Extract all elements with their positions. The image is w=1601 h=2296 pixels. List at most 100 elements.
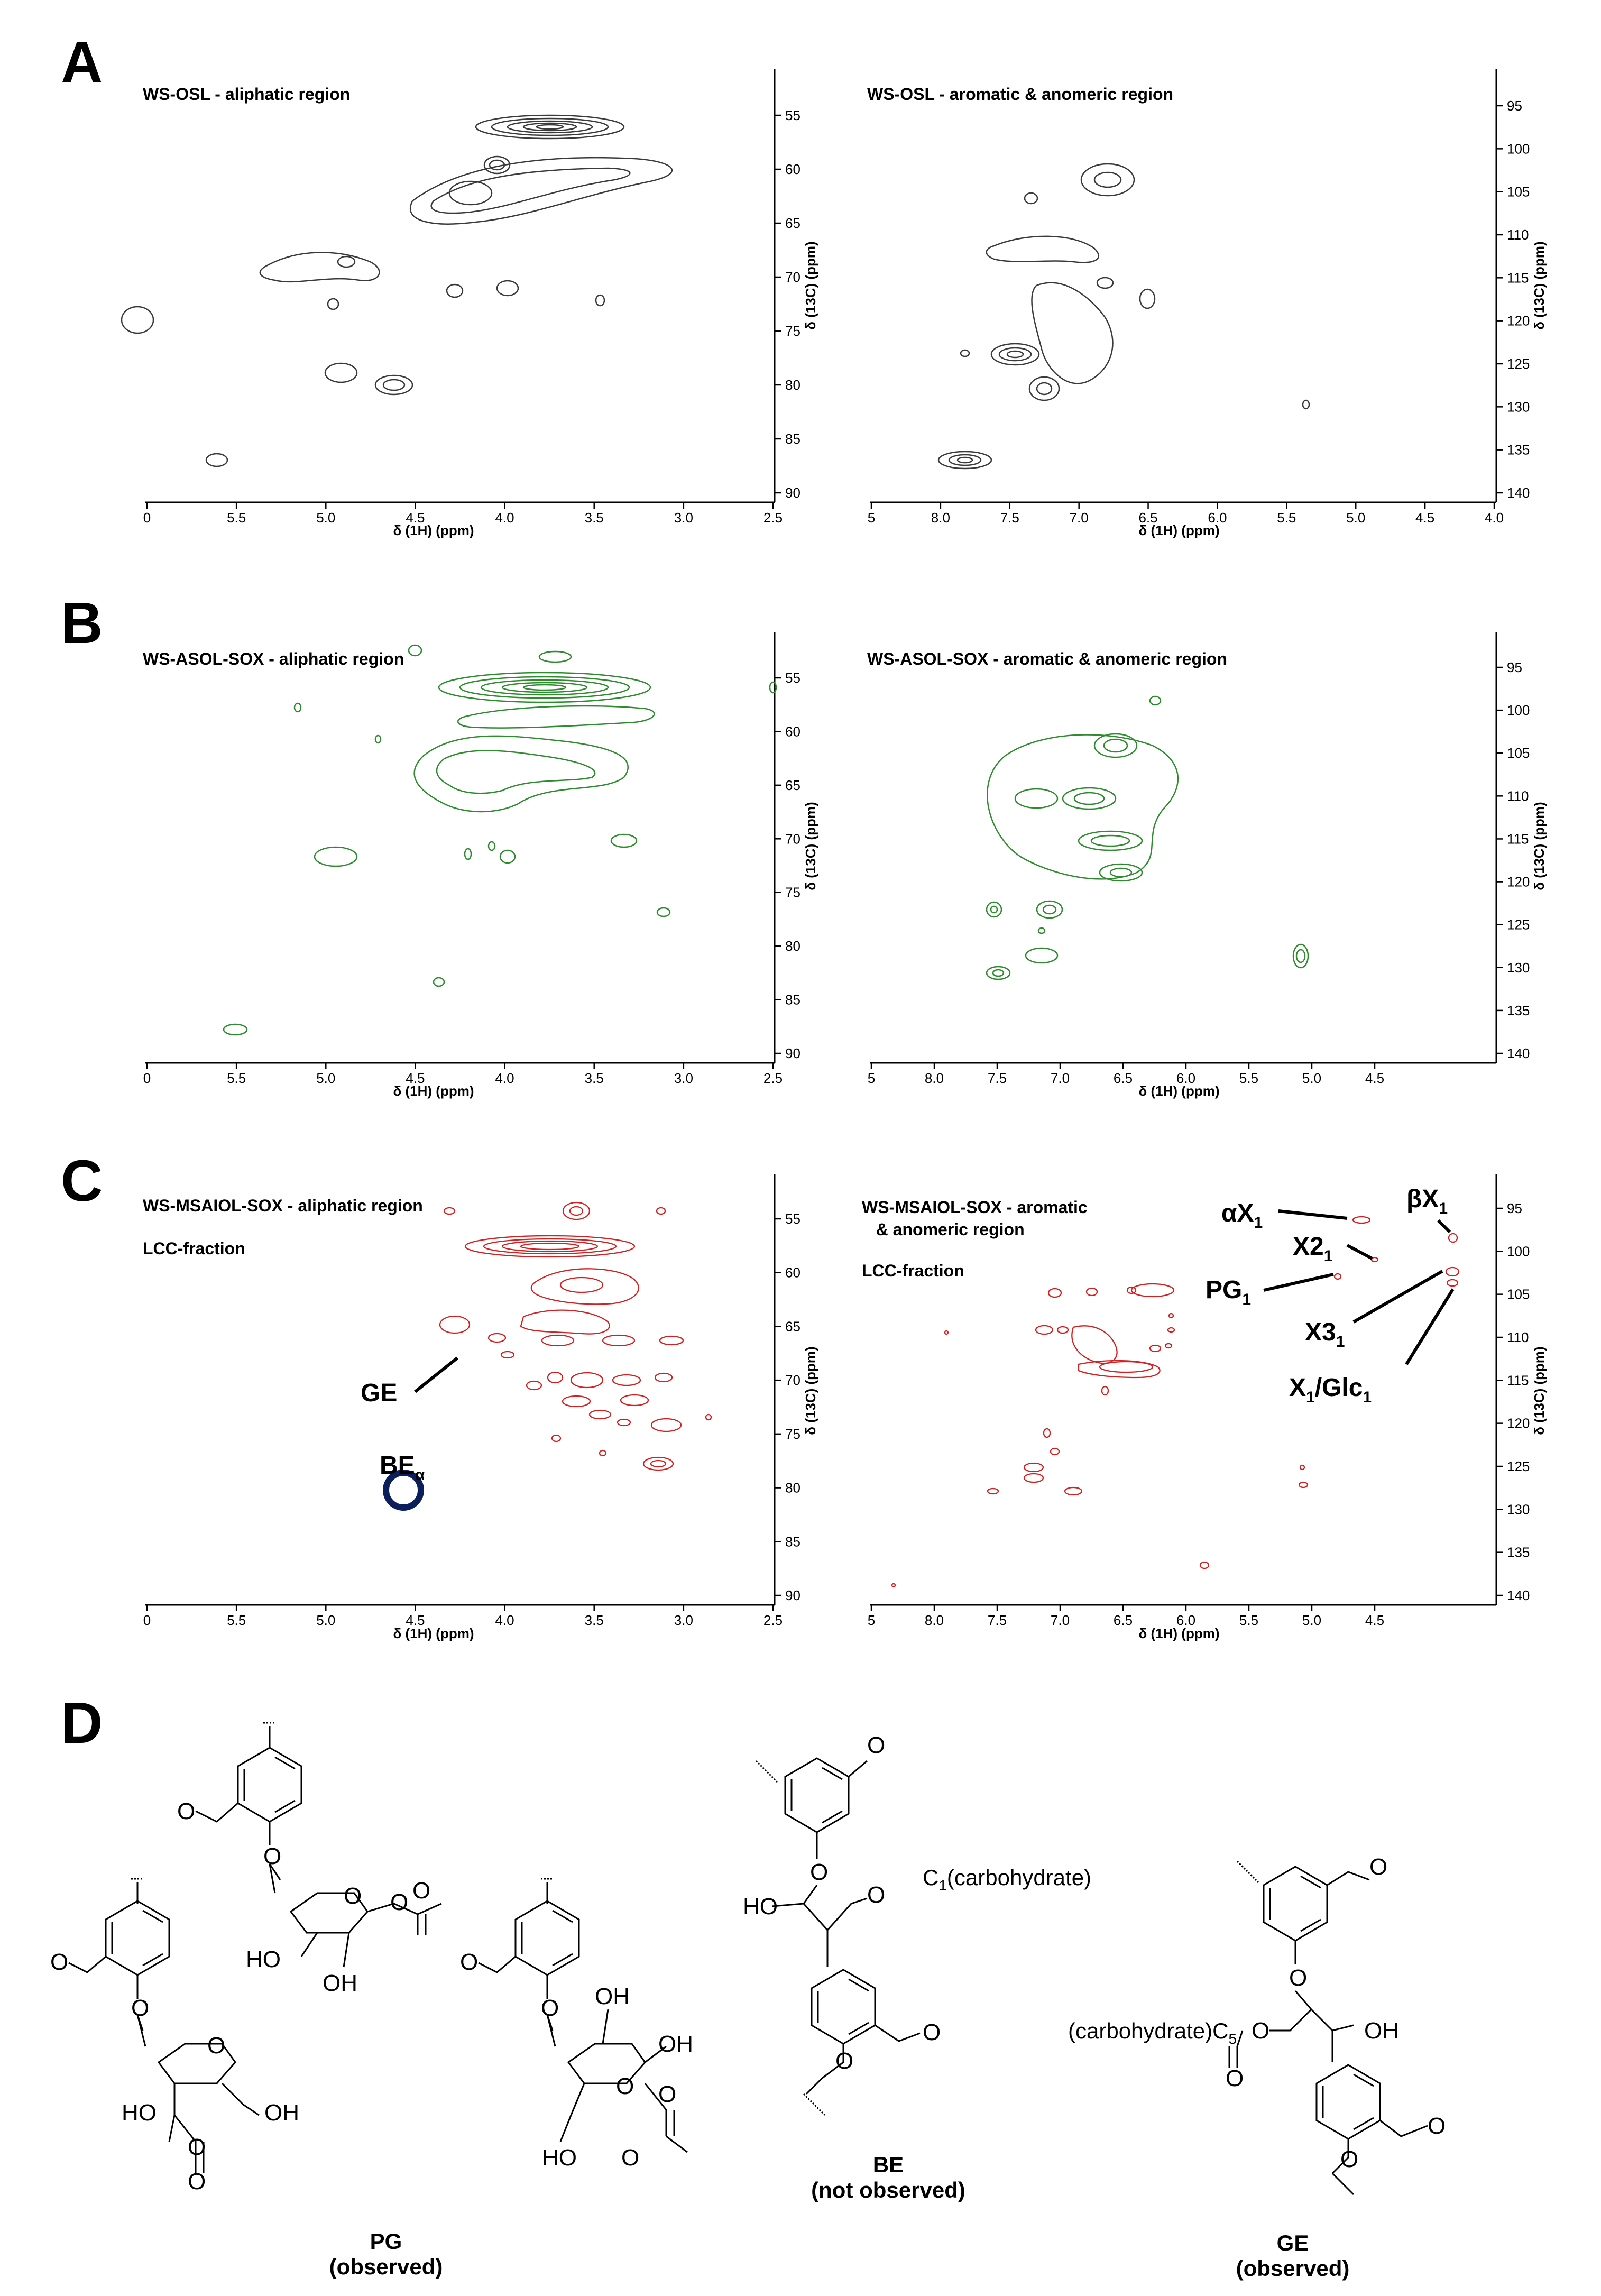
x-tick-label: 6.5: [1114, 1612, 1133, 1628]
ylabel-c-left: δ (13C) (ppm): [803, 1346, 818, 1435]
x-tick-label: 5.5: [227, 1612, 246, 1628]
x-tick-label: 5: [868, 1070, 875, 1086]
y-tick-label: 55: [785, 107, 800, 123]
ge-o-methoxy-2: O: [1428, 2113, 1446, 2139]
pg3-o-ester: O: [658, 2081, 676, 2107]
y-tick-label: 125: [1507, 917, 1530, 933]
pg3-oh-top: OH: [595, 1983, 630, 2009]
y-tick-label: 105: [1507, 745, 1530, 761]
be-alpha-marker: [383, 1470, 424, 1511]
pg1-o-label: O: [177, 1798, 195, 1824]
x-tick-label: 7.5: [988, 1070, 1007, 1086]
ylabel-c-right: δ (13C) (ppm): [1531, 1346, 1547, 1435]
y-tick-label: 120: [1507, 1416, 1530, 1431]
x-tick-label: 5.5: [1239, 1612, 1258, 1628]
pg3-ho: HO: [542, 2145, 577, 2171]
y-tick-label: 80: [785, 377, 800, 393]
caption-pg: PG (observed): [296, 2229, 476, 2280]
panel-letter-a: A: [61, 30, 103, 95]
y-tick-label: 105: [1507, 184, 1530, 200]
pg2-o-methoxy: O: [50, 1949, 68, 1975]
y-tick-label: 70: [785, 1372, 800, 1388]
ylabel-b-right: δ (13C) (ppm): [1531, 802, 1547, 890]
contours-c-right: [891, 1216, 1460, 1588]
label-x3-1: X31: [1305, 1318, 1345, 1351]
contours-b-left: [223, 644, 777, 1036]
ge-structure: [1228, 1860, 1428, 2196]
caption-be-status: (not observed): [811, 2178, 965, 2203]
be-o-methoxy-2: O: [923, 2019, 941, 2045]
x-tick-label: 6.0: [1208, 510, 1227, 526]
pg-structure-3: [478, 1878, 688, 2153]
x-tick-label: 3.0: [674, 1070, 693, 1086]
pg2-o-ester: O: [188, 2134, 206, 2160]
x-tick-label: 5: [868, 510, 875, 526]
ge-o-methoxy: O: [1369, 1854, 1387, 1880]
ge-o-bottom: O: [1340, 2146, 1358, 2172]
y-tick-label: 60: [785, 723, 800, 739]
pg1-o-ester: O: [390, 1889, 408, 1915]
caption-ge: GE (observed): [1203, 2230, 1383, 2282]
x-tick-label: 3.5: [585, 1070, 604, 1086]
x-tick-label: 4.0: [495, 1612, 514, 1628]
x-tick-label: 5.0: [1346, 510, 1365, 526]
ge-oh: OH: [1364, 2018, 1399, 2044]
xlabel-b-left: δ (1H) (ppm): [393, 1083, 474, 1099]
x-tick-label: 5.5: [1239, 1070, 1258, 1086]
plot-subtitle-c-right: LCC-fraction: [862, 1261, 964, 1280]
pg-structure-2: [68, 1878, 260, 2173]
y-tick-label: 85: [785, 1533, 800, 1549]
plot-title-c-left: WS-MSAIOL-SOX - aliphatic region: [143, 1196, 423, 1215]
be-o-ether: O: [810, 1859, 828, 1885]
y-tick-label: 110: [1507, 1329, 1529, 1345]
y-tick-label: 100: [1507, 1243, 1530, 1259]
ylabel-b-left: δ (13C) (ppm): [803, 802, 818, 890]
y-tick-label: 90: [785, 1045, 800, 1061]
leader-ge: [414, 1356, 458, 1393]
caption-be-name: BE: [872, 2152, 904, 2177]
x-tick-label: 5.5: [227, 1070, 246, 1086]
y-tick-label: 130: [1507, 960, 1530, 976]
x-tick-label: 3.0: [674, 1612, 693, 1628]
pg3-o-ring: O: [616, 2073, 634, 2099]
x-tick-label: 6.0: [1176, 1070, 1195, 1086]
y-tick-label: 65: [785, 777, 800, 793]
y-tick-label: 65: [785, 1318, 800, 1334]
y-tick-label: 100: [1507, 141, 1530, 157]
caption-pg-name: PG: [370, 2229, 402, 2254]
x-tick-label: 2.5: [763, 510, 783, 526]
panel-letter-d: D: [61, 1691, 103, 1756]
x-tick-label: 2.5: [763, 1070, 783, 1086]
pg1-o-carbonyl: O: [412, 1878, 430, 1904]
y-tick-label: 75: [785, 885, 800, 901]
y-tick-label: 80: [785, 938, 800, 954]
y-tick-label: 140: [1507, 1587, 1530, 1603]
plot-title-a-left: WS-OSL - aliphatic region: [143, 85, 351, 104]
x-tick-label: 4.5: [1365, 1070, 1384, 1086]
axis-b-left: [145, 632, 776, 1064]
plot-title-a-right: WS-OSL - aromatic & anomeric region: [867, 85, 1174, 104]
be-o-methoxy: O: [867, 1732, 885, 1758]
y-tick-label: 115: [1507, 831, 1529, 847]
x-tick-label: 8.0: [925, 1612, 944, 1628]
y-tick-label: 95: [1507, 1200, 1522, 1216]
label-pg1: PG1: [1206, 1276, 1251, 1308]
caption-ge-status: (observed): [1236, 2256, 1350, 2281]
x-tick-label: 5.0: [1302, 1612, 1321, 1628]
leader-x3-1: [1352, 1270, 1443, 1324]
plot-title-c-right: WS-MSAIOL-SOX - aromatic & anomeric regi…: [862, 1198, 1088, 1239]
y-tick-label: 90: [785, 1587, 800, 1603]
x-tick-label: 4.5: [406, 510, 425, 526]
x-tick-label: 7.5: [1000, 510, 1019, 526]
y-tick-label: 130: [1507, 1501, 1530, 1517]
y-tick-label: 115: [1507, 270, 1529, 286]
y-tick-label: 95: [1507, 659, 1522, 675]
x-tick-label: 3.5: [585, 510, 604, 526]
y-tick-label: 120: [1507, 313, 1530, 329]
axis-a-right: [870, 69, 1497, 503]
x-tick-label: 8.0: [925, 1070, 944, 1086]
label-ge: GE: [361, 1379, 397, 1407]
x-tick-label: 4.5: [406, 1070, 425, 1086]
leader-beta-x1: [1437, 1219, 1451, 1234]
y-tick-label: 135: [1507, 1545, 1530, 1560]
